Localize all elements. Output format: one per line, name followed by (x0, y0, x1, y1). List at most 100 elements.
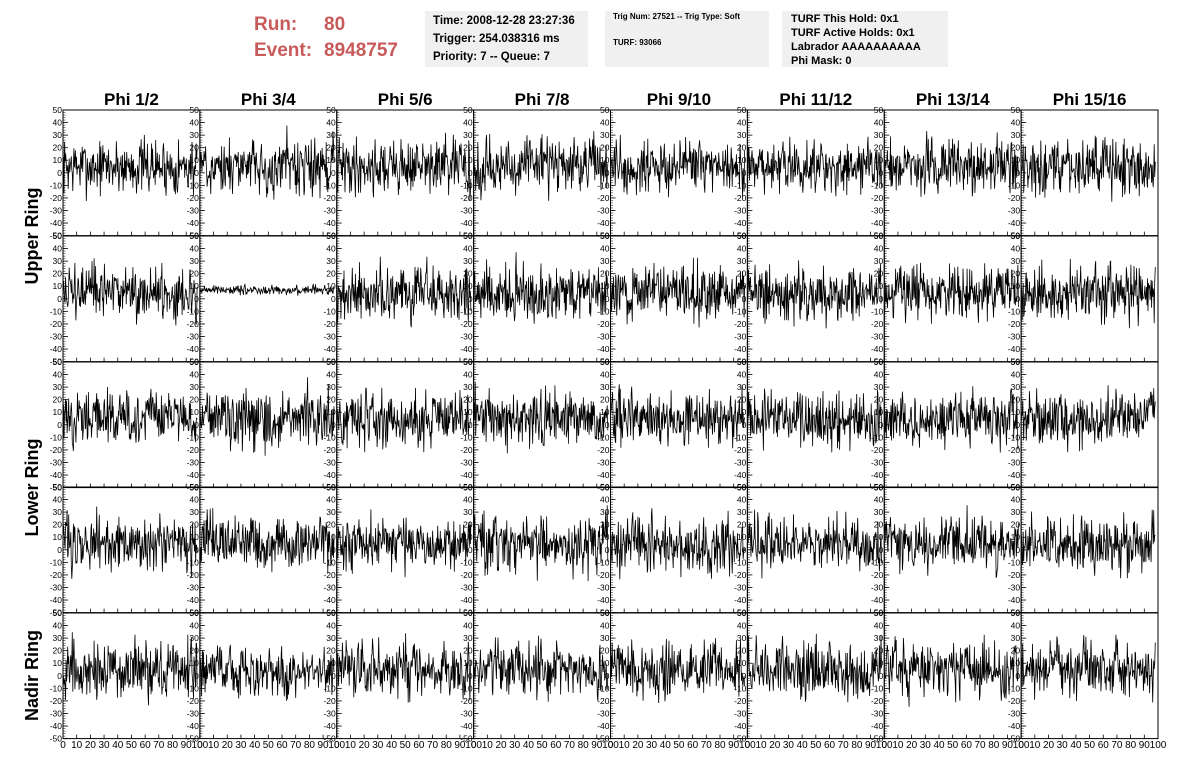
y-tick-label: 40 (874, 495, 884, 505)
y-tick-label: -40 (50, 218, 63, 228)
y-tick-label: 10 (463, 155, 473, 165)
y-tick-label: -50 (323, 483, 336, 493)
y-tick-label: 20 (1011, 520, 1021, 530)
y-tick-label: 10 (463, 658, 473, 668)
y-tick-label: -30 (871, 205, 884, 215)
y-tick-label: 40 (53, 370, 63, 380)
y-tick-label: 10 (737, 155, 747, 165)
y-tick-label: 40 (189, 244, 199, 254)
y-tick-label: 40 (326, 370, 336, 380)
y-tick-label: -30 (734, 457, 747, 467)
y-tick-label: -50 (597, 734, 610, 744)
x-tick-label: 10 (892, 740, 904, 751)
y-tick-label: -10 (871, 432, 884, 442)
x-tick-label: 10 (71, 740, 83, 751)
y-tick-label: 50 (1011, 357, 1021, 367)
event-label: Event: (254, 40, 313, 61)
y-tick-label: 50 (874, 357, 884, 367)
y-tick-label: 20 (874, 143, 884, 153)
y-tick-label: 20 (600, 520, 610, 530)
y-tick-label: 20 (600, 143, 610, 153)
y-tick-label: 10 (326, 155, 336, 165)
y-tick-label: 0 (331, 168, 336, 178)
y-tick-label: -40 (460, 344, 473, 354)
y-tick-label: -20 (323, 445, 336, 455)
y-tick-label: 0 (742, 545, 747, 555)
x-tick-label: 50 (673, 740, 685, 751)
y-tick-label: 20 (463, 520, 473, 530)
y-tick-label: 20 (189, 395, 199, 405)
x-tick-label: 80 (167, 740, 179, 751)
y-tick-label: -10 (597, 683, 610, 693)
x-tick-label: 100 (1013, 740, 1030, 751)
y-tick-label: 0 (331, 545, 336, 555)
y-tick-label: -40 (1008, 595, 1021, 605)
y-tick-label: -10 (597, 557, 610, 567)
y-tick-label: 0 (605, 545, 610, 555)
event-value: 8948757 (324, 40, 398, 61)
y-tick-label: 40 (874, 244, 884, 254)
y-tick-label: -50 (734, 483, 747, 493)
y-tick-label: 30 (737, 256, 747, 266)
y-tick-label: 30 (600, 633, 610, 643)
waveform-trace (883, 131, 1019, 197)
y-tick-label: -10 (871, 180, 884, 190)
x-tick-label: 20 (359, 740, 371, 751)
waveform-trace (62, 134, 198, 202)
panel-frame (473, 612, 611, 740)
waveform-trace (747, 136, 882, 197)
waveform-trace (199, 644, 335, 701)
y-tick-label: 30 (53, 256, 63, 266)
x-tick-label: 100 (739, 740, 756, 751)
y-tick-label: -20 (871, 445, 884, 455)
y-tick-label: 10 (189, 658, 199, 668)
y-tick-label: 30 (326, 633, 336, 643)
y-tick-label: -40 (187, 595, 200, 605)
x-tick-label: 30 (920, 740, 932, 751)
x-tick-label: 70 (564, 740, 576, 751)
y-tick-label: -30 (734, 205, 747, 215)
y-tick-label: 50 (189, 357, 199, 367)
y-tick-label: 40 (189, 370, 199, 380)
y-tick-label: -10 (460, 180, 473, 190)
y-tick-label: -50 (1008, 483, 1021, 493)
x-tick-label: 0 (197, 740, 203, 751)
x-tick-label: 90 (591, 740, 603, 751)
y-tick-label: 50 (189, 231, 199, 241)
y-tick-label: -50 (323, 734, 336, 744)
y-tick-label: 0 (605, 420, 610, 430)
y-tick-label: 30 (874, 633, 884, 643)
waveform-trace (1020, 258, 1156, 329)
y-tick-label: -30 (1008, 331, 1021, 341)
y-tick-label: 0 (468, 294, 473, 304)
y-tick-label: 0 (194, 671, 199, 681)
y-tick-label: -10 (1008, 432, 1021, 442)
y-tick-label: -20 (50, 570, 63, 580)
y-tick-label: -10 (871, 683, 884, 693)
y-tick-label: -30 (597, 457, 610, 467)
waveform-trace (62, 258, 198, 326)
waveform-trace (473, 382, 609, 454)
y-tick-label: 30 (600, 382, 610, 392)
y-tick-label: -30 (187, 582, 200, 592)
phi-mask-text: Phi Mask: 0 (791, 55, 852, 67)
x-tick-label: 20 (1043, 740, 1055, 751)
x-tick-label: 0 (1018, 740, 1024, 751)
x-tick-label: 0 (881, 740, 887, 751)
waveform-trace (336, 633, 472, 703)
x-tick-label: 50 (537, 740, 549, 751)
y-tick-label: -20 (187, 445, 200, 455)
panel-frame (199, 612, 338, 740)
y-tick-label: 30 (53, 382, 63, 392)
waveform-trace (610, 508, 745, 580)
y-tick-label: 10 (326, 532, 336, 542)
y-tick-label: 0 (742, 168, 747, 178)
y-tick-label: 30 (53, 507, 63, 517)
x-tick-label: 80 (578, 740, 590, 751)
waveform-trace (62, 506, 198, 579)
y-tick-label: -30 (597, 582, 610, 592)
y-tick-label: -40 (871, 344, 884, 354)
y-tick-label: 20 (189, 520, 199, 530)
y-tick-label: 10 (737, 658, 747, 668)
